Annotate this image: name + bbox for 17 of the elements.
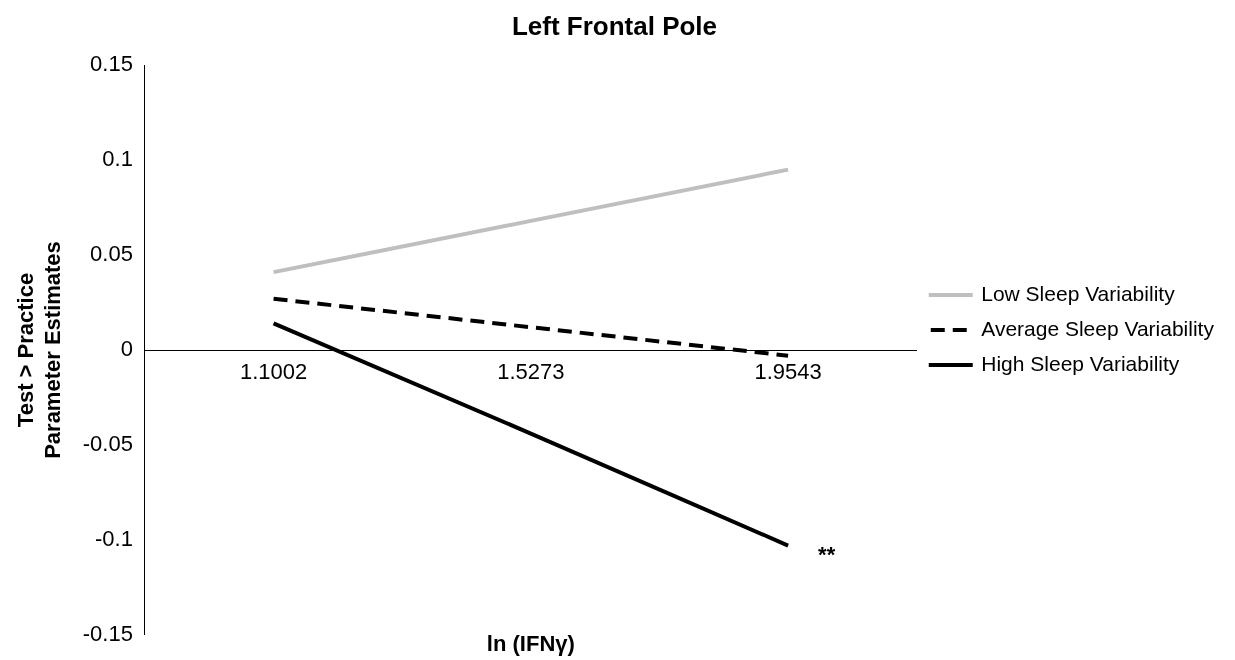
y-tick-label: -0.15 xyxy=(82,620,133,646)
x-tick-label: 1.5273 xyxy=(497,359,565,385)
y-tick-label: 0.05 xyxy=(90,241,133,267)
y-tick-label: -0.1 xyxy=(95,525,133,551)
legend-label: High Sleep Variability xyxy=(981,351,1180,375)
annotation: ** xyxy=(818,541,836,567)
y-tick-label: 0.15 xyxy=(90,51,133,77)
x-tick-label: 1.1002 xyxy=(239,359,308,385)
y-tick-label: -0.05 xyxy=(82,431,133,456)
x-axis-title: ln (IFNγ) xyxy=(486,631,575,657)
legend-label: Average Sleep Variability xyxy=(981,316,1215,340)
x-tick-label: 1.9543 xyxy=(754,359,822,385)
legend-label: Low Sleep Variability xyxy=(981,281,1176,305)
y-tick-label: 0.1 xyxy=(102,146,133,172)
y-tick-label: 0 xyxy=(120,336,133,362)
chart-title: Left Frontal Pole xyxy=(511,10,718,41)
y-axis-title: Test > Practice Parameter Estimates xyxy=(13,241,65,459)
